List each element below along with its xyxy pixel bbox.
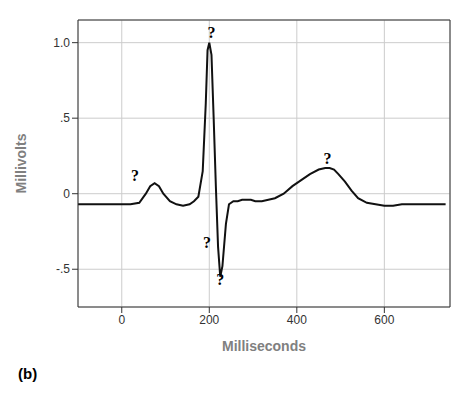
svg-text:0: 0 bbox=[63, 187, 70, 201]
svg-text:Millivolts: Millivolts bbox=[13, 133, 29, 193]
svg-text:.5: .5 bbox=[60, 111, 70, 125]
svg-text:-.5: -.5 bbox=[56, 262, 70, 276]
svg-text:600: 600 bbox=[374, 313, 394, 327]
svg-text:1.0: 1.0 bbox=[53, 36, 70, 50]
svg-text:?: ? bbox=[207, 24, 215, 41]
svg-text:?: ? bbox=[131, 167, 139, 184]
svg-text:400: 400 bbox=[287, 313, 307, 327]
svg-text:200: 200 bbox=[199, 313, 219, 327]
svg-text:?: ? bbox=[216, 271, 224, 288]
svg-text:0: 0 bbox=[118, 313, 125, 327]
svg-text:?: ? bbox=[203, 234, 211, 251]
svg-text:Milliseconds: Milliseconds bbox=[222, 338, 306, 354]
svg-text:?: ? bbox=[323, 150, 331, 167]
html-text:(b): (b) bbox=[18, 365, 38, 382]
